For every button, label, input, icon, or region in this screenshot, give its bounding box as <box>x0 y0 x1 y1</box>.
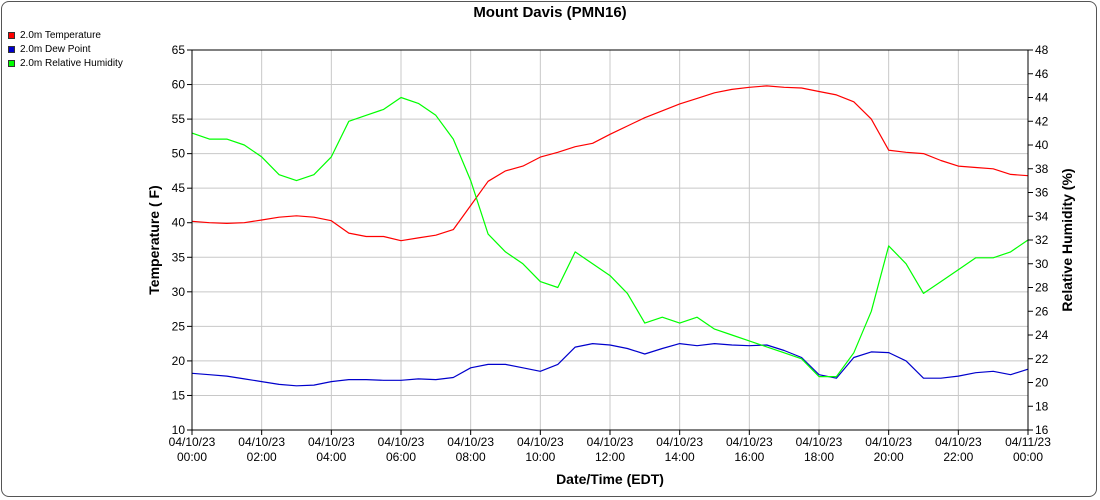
y-left-tick-label: 15 <box>172 388 186 402</box>
x-tick-label-date: 04/10/23 <box>378 435 425 449</box>
x-tick-label-time: 02:00 <box>247 450 277 464</box>
y-right-tick-label: 26 <box>1035 304 1049 318</box>
relative-humidity-line <box>191 96 1029 378</box>
legend-label-temperature: 2.0m Temperature <box>20 29 101 41</box>
legend-label-relative-humidity: 2.0m Relative Humidity <box>20 57 123 69</box>
x-tick-label-date: 04/11/23 <box>1005 435 1051 449</box>
x-tick-label-time: 08:00 <box>456 450 486 464</box>
y-left-tick-label: 20 <box>172 354 186 368</box>
y-right-tick-label: 28 <box>1035 281 1049 295</box>
series-lines <box>191 85 1029 387</box>
y-left-tick-label: 35 <box>172 250 186 264</box>
y-left-tick-label: 40 <box>172 216 186 230</box>
x-tick-label-time: 22:00 <box>943 450 973 464</box>
y-right-tick-label: 22 <box>1035 352 1049 366</box>
y-right-tick-label: 32 <box>1035 233 1049 247</box>
legend-item-temperature: 2.0m Temperature <box>8 28 123 42</box>
chart-title: Mount Davis (PMN16) <box>473 4 627 21</box>
x-tick-label-time: 06:00 <box>386 450 416 464</box>
y-axis-title-left: Temperature ( F) <box>146 185 162 294</box>
grid-lines <box>192 50 1028 430</box>
y-right-tick-label: 40 <box>1035 138 1049 152</box>
y-right-tick-label: 20 <box>1035 376 1049 390</box>
y-left-tick-label: 25 <box>172 319 186 333</box>
y-right-tick-label: 48 <box>1035 43 1049 57</box>
legend-item-dew-point: 2.0m Dew Point <box>8 42 123 56</box>
y-left-tick-label: 50 <box>172 147 186 161</box>
x-tick-label-time: 14:00 <box>665 450 695 464</box>
y-right-tick-label: 46 <box>1035 67 1049 81</box>
legend-swatch-temperature <box>8 31 15 39</box>
x-tick-label-date: 04/10/23 <box>587 435 634 449</box>
y-left-tick-label: 65 <box>172 43 186 57</box>
x-tick-label-date: 04/10/23 <box>935 435 982 449</box>
legend-label-dew-point: 2.0m Dew Point <box>20 43 91 55</box>
x-tick-label-time: 20:00 <box>874 450 904 464</box>
x-tick-label-time: 00:00 <box>177 450 207 464</box>
y-right-tick-label: 34 <box>1035 209 1049 223</box>
temperature-line <box>191 85 1029 242</box>
x-tick-label-time: 18:00 <box>804 450 834 464</box>
x-tick-label-date: 04/10/23 <box>308 435 355 449</box>
x-tick-label-time: 12:00 <box>595 450 625 464</box>
x-tick-label-date: 04/10/23 <box>656 435 703 449</box>
x-axis-title: Date/Time (EDT) <box>556 471 664 487</box>
y-left-tick-label: 45 <box>172 181 186 195</box>
y-left-tick-label: 55 <box>172 112 186 126</box>
y-right-tick-label: 24 <box>1035 328 1049 342</box>
x-tick-label-date: 04/10/23 <box>517 435 564 449</box>
tick-labels: 04/10/2300:0004/10/2302:0004/10/2304:000… <box>169 43 1052 464</box>
x-tick-label-date: 04/10/23 <box>447 435 494 449</box>
y-right-tick-label: 30 <box>1035 257 1049 271</box>
y-axis-title-right: Relative Humidity (%) <box>1059 168 1075 311</box>
y-right-tick-label: 38 <box>1035 162 1049 176</box>
x-tick-label-time: 00:00 <box>1013 450 1043 464</box>
y-right-tick-label: 16 <box>1035 423 1049 437</box>
x-tick-label-date: 04/10/23 <box>238 435 285 449</box>
y-right-tick-label: 36 <box>1035 186 1049 200</box>
x-tick-label-date: 04/10/23 <box>796 435 843 449</box>
x-tick-label-date: 04/10/23 <box>726 435 773 449</box>
y-left-tick-label: 10 <box>172 423 186 437</box>
x-tick-label-time: 10:00 <box>525 450 555 464</box>
x-tick-label-date: 04/10/23 <box>865 435 912 449</box>
y-right-tick-label: 18 <box>1035 399 1049 413</box>
y-left-tick-label: 30 <box>172 285 186 299</box>
y-right-tick-label: 42 <box>1035 114 1049 128</box>
y-right-tick-label: 44 <box>1035 91 1049 105</box>
y-left-tick-label: 60 <box>172 78 186 92</box>
dew-point-line <box>191 343 1029 387</box>
legend-item-relative-humidity: 2.0m Relative Humidity <box>8 56 123 70</box>
legend: 2.0m Temperature 2.0m Dew Point 2.0m Rel… <box>8 28 123 70</box>
legend-swatch-dew-point <box>8 45 15 53</box>
x-tick-label-time: 04:00 <box>316 450 346 464</box>
x-tick-label-date: 04/10/23 <box>169 435 216 449</box>
x-tick-label-time: 16:00 <box>734 450 764 464</box>
legend-swatch-relative-humidity <box>8 59 15 67</box>
